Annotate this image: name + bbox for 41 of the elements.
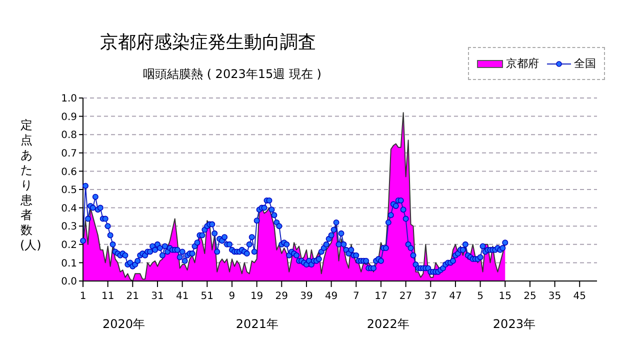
y-tick-label: 0.5 bbox=[61, 185, 77, 196]
x-tick-label: 31 bbox=[151, 291, 164, 302]
x-tick-label: 15 bbox=[498, 291, 512, 302]
y-tick-label: 0.8 bbox=[61, 130, 77, 142]
legend-label: 京都府 bbox=[506, 56, 539, 71]
x-tick-label: 41 bbox=[176, 291, 189, 302]
x-tick-label: 39 bbox=[300, 291, 313, 302]
x-tick-label: 37 bbox=[424, 291, 437, 302]
text: 2021年 bbox=[234, 316, 280, 333]
x-tick-label: 9 bbox=[228, 291, 236, 302]
x-tick-label: 5 bbox=[477, 291, 484, 302]
y-tick-label: 0.2 bbox=[61, 240, 77, 251]
x-tick-label: 45 bbox=[573, 291, 586, 302]
x-tick-label: 35 bbox=[548, 291, 562, 302]
text: 2023年 bbox=[492, 316, 536, 333]
x-tick-label: 27 bbox=[399, 291, 412, 302]
y-tick-label: 0.7 bbox=[61, 148, 77, 160]
x-tick-label: 29 bbox=[275, 291, 288, 302]
x-tick-label: 11 bbox=[101, 291, 114, 302]
x-tick-label: 25 bbox=[524, 291, 536, 302]
y-tick-label: 0.3 bbox=[61, 222, 77, 233]
x-tick-label: 49 bbox=[324, 291, 338, 302]
x-tick-label: 1 bbox=[80, 291, 86, 302]
y-tick-label: 0.4 bbox=[61, 203, 77, 214]
chart-title: 京都府感染症発生動向調査 bbox=[100, 31, 316, 54]
x-tick-label: 47 bbox=[449, 291, 462, 302]
y-tick-label: 0.6 bbox=[61, 166, 77, 178]
text: 2020年 bbox=[101, 316, 146, 333]
y-tick-label: 1.0 bbox=[61, 94, 77, 105]
text: 定点あたり患者数(人) bbox=[20, 118, 42, 252]
x-tick-label: 51 bbox=[200, 291, 214, 302]
y-tick-label: 0.1 bbox=[61, 258, 77, 270]
chart-subtitle: 咽頭結膜熱 ( 2023年15週 現在 ) bbox=[143, 66, 322, 83]
x-tick-label: 19 bbox=[250, 291, 264, 302]
text: 2022年 bbox=[366, 316, 410, 333]
y-tick-label: 0.0 bbox=[61, 276, 77, 288]
legend-label: 全国 bbox=[574, 56, 596, 71]
x-tick-label: 21 bbox=[126, 291, 140, 302]
x-tick-label: 7 bbox=[352, 291, 360, 302]
y-tick-label: 0.9 bbox=[61, 112, 77, 123]
x-tick-label: 17 bbox=[374, 291, 388, 302]
